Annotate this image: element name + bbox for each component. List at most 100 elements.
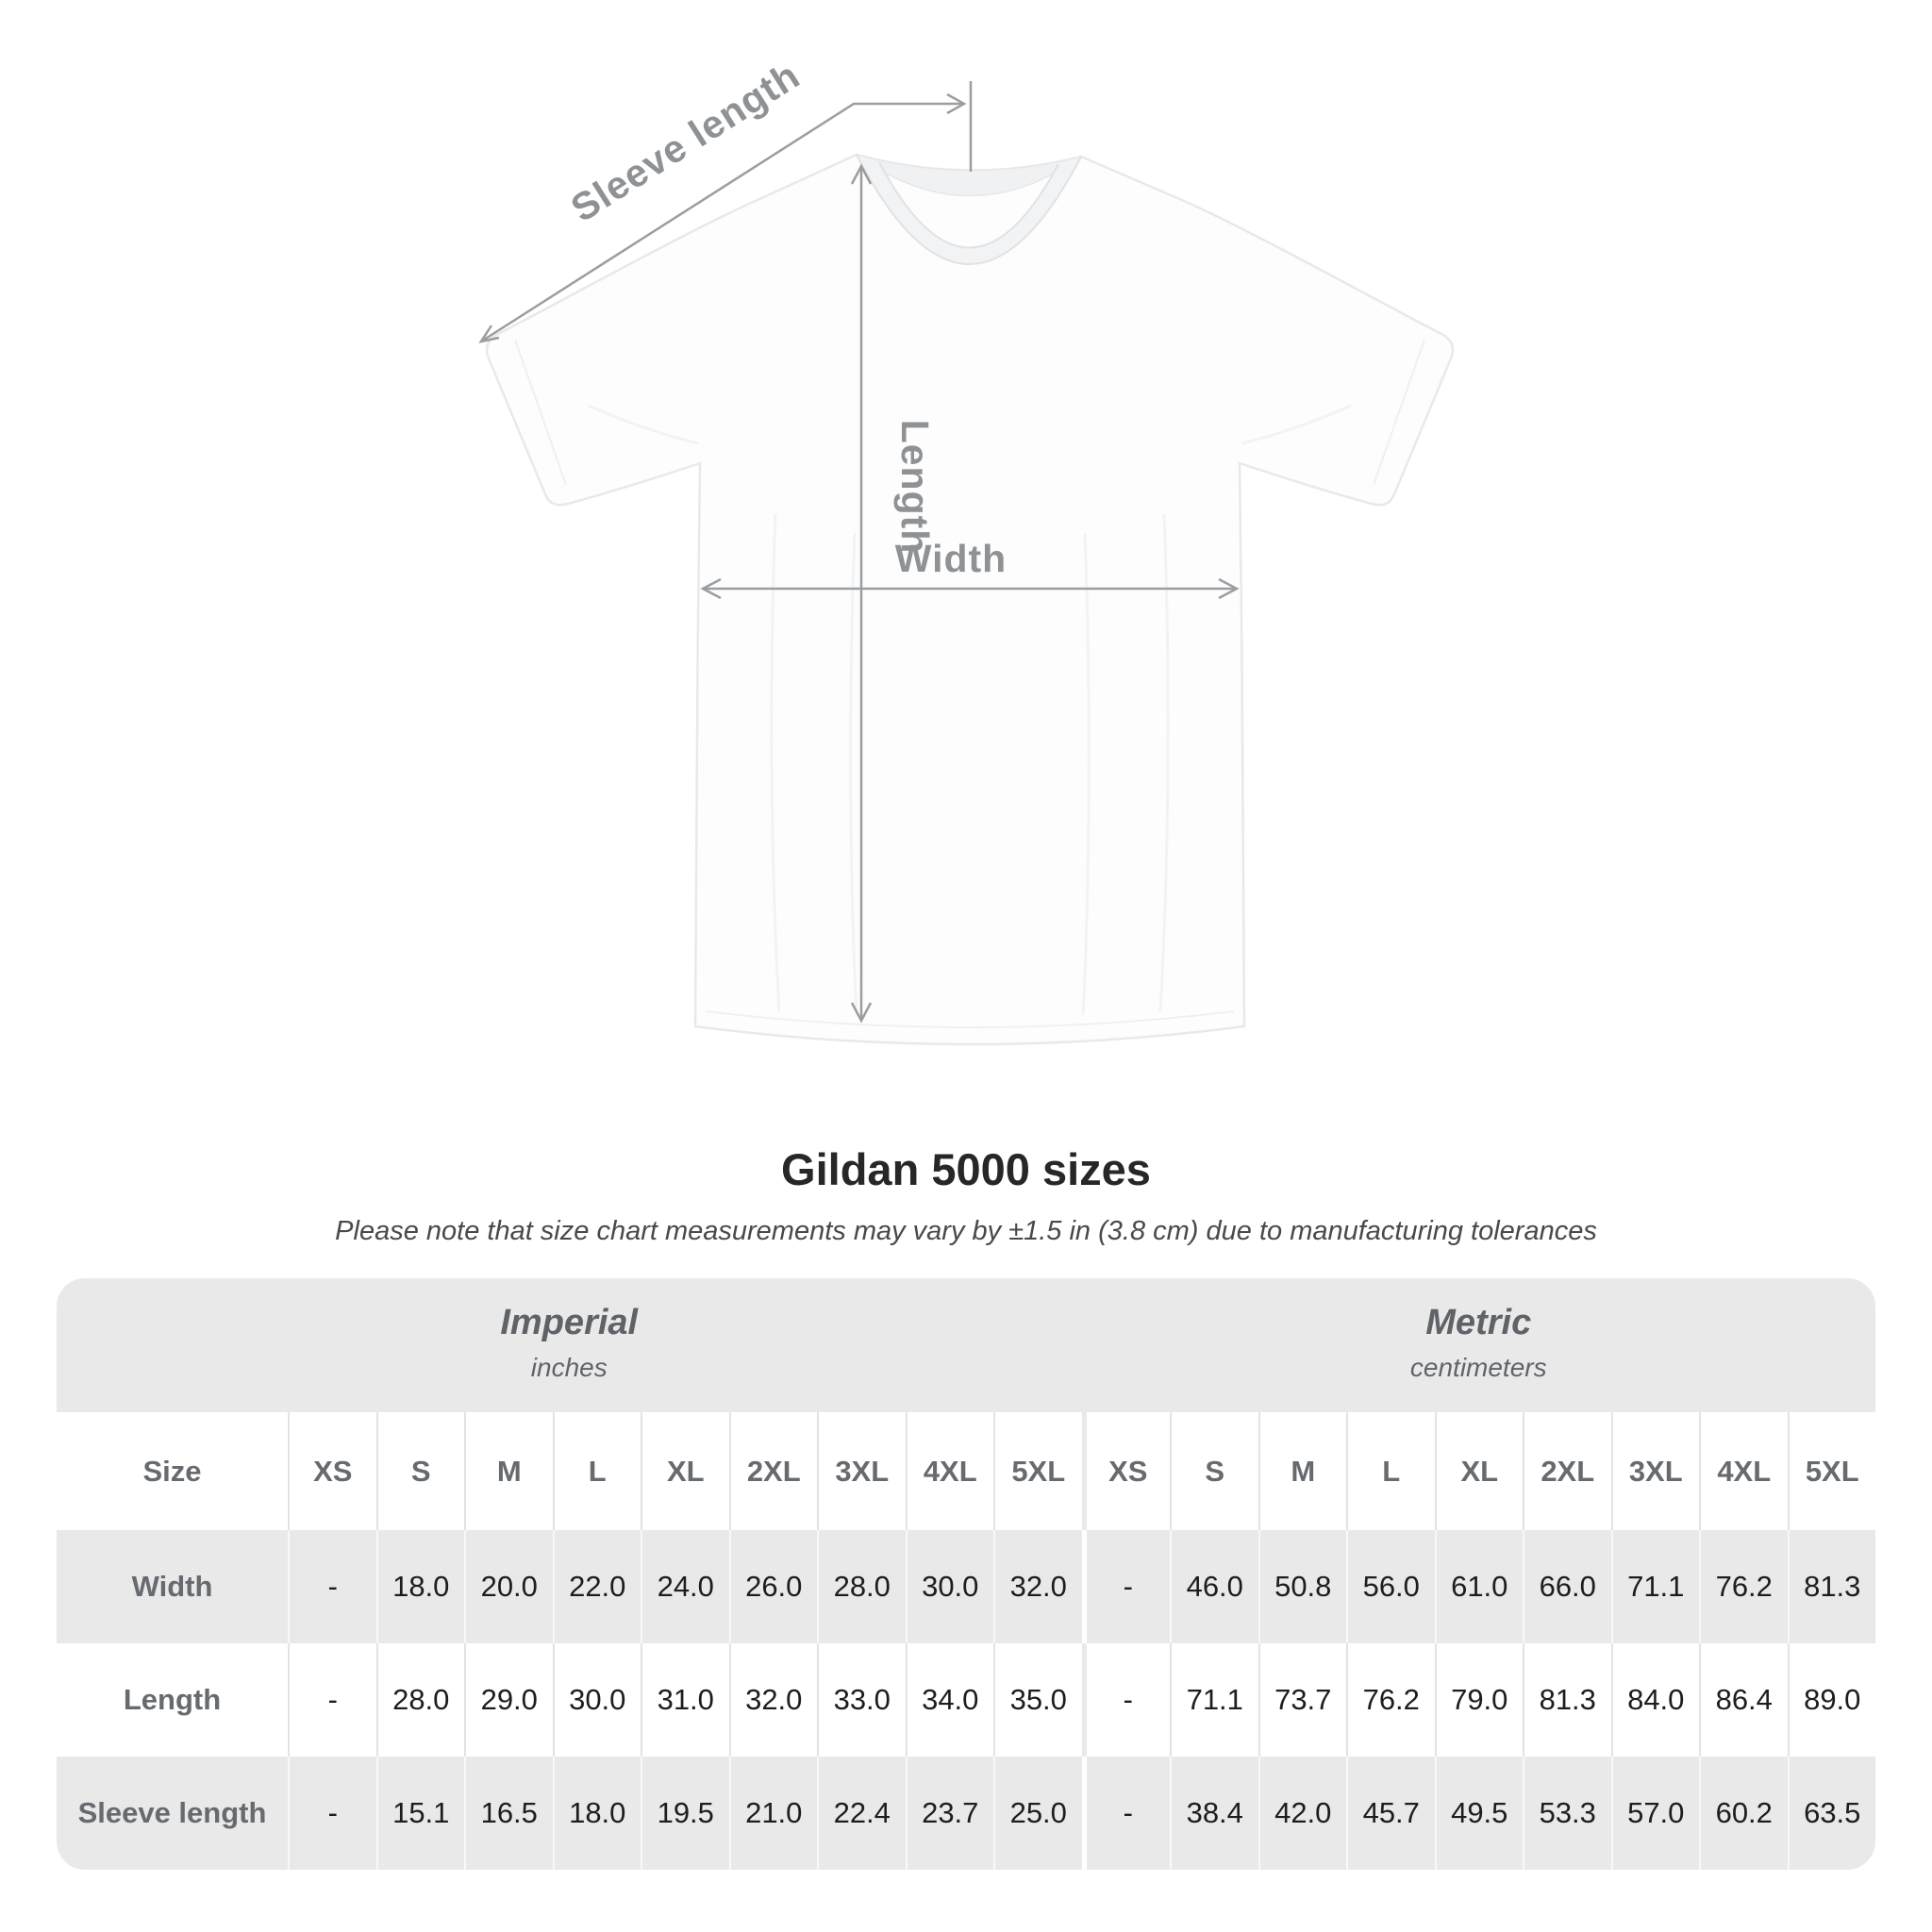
table-cell: 21.0 (728, 1757, 818, 1870)
table-cell: 33.0 (817, 1643, 906, 1757)
column-header: L (1346, 1412, 1435, 1530)
table-cell: 76.2 (1699, 1530, 1788, 1643)
table-cell: 22.0 (552, 1530, 641, 1643)
table-cell: 16.5 (464, 1757, 553, 1870)
fold-line (770, 513, 781, 1012)
table-cell: 63.5 (1787, 1757, 1876, 1870)
unit-section-name: Imperial (500, 1303, 639, 1342)
column-header: 3XL (817, 1412, 906, 1530)
column-header: M (1257, 1412, 1347, 1530)
table-cell: 71.1 (1610, 1530, 1700, 1643)
table-cell: 29.0 (464, 1643, 553, 1757)
column-header: 2XL (1523, 1412, 1611, 1530)
column-header: XL (641, 1412, 729, 1530)
table-cell: - (1081, 1643, 1171, 1757)
table-cell: 84.0 (1610, 1643, 1700, 1757)
table-cell: 15.1 (375, 1757, 465, 1870)
table-cell: - (288, 1643, 376, 1757)
sleeve-length-arrow-end (478, 325, 500, 343)
column-header: M (464, 1412, 553, 1530)
column-header: XS (288, 1412, 376, 1530)
tolerance-note: Please note that size chart measurements… (335, 1216, 1597, 1246)
collar-inner-seam (878, 161, 1059, 249)
table-cell: - (288, 1530, 376, 1643)
table-cell: 23.7 (905, 1757, 994, 1870)
table-cell: 34.0 (905, 1643, 994, 1757)
table-cell: 22.4 (817, 1757, 906, 1870)
table-cell: 30.0 (905, 1530, 994, 1643)
sleeve-length-arrow-line (480, 102, 964, 343)
table-cell: 24.0 (641, 1530, 729, 1643)
table-cell: 20.0 (464, 1530, 553, 1643)
fold-line (849, 532, 858, 1016)
table-cell: 66.0 (1523, 1530, 1611, 1643)
sleeve-length-arrow-right (946, 92, 967, 115)
column-header: S (1170, 1412, 1258, 1530)
table-cell: 81.3 (1523, 1643, 1611, 1757)
table-cell: - (1081, 1757, 1171, 1870)
row-label: Length (123, 1683, 222, 1716)
table-cell: 60.2 (1699, 1757, 1788, 1870)
row-label: Width (131, 1570, 213, 1603)
page-title: Gildan 5000 sizes (781, 1144, 1151, 1194)
unit-section-header-imperial: Imperial inches (57, 1278, 1082, 1412)
table-cell: 89.0 (1787, 1643, 1876, 1757)
table-cell: 35.0 (993, 1643, 1082, 1757)
table-cell: 26.0 (728, 1530, 818, 1643)
table-cell: 46.0 (1170, 1530, 1258, 1643)
table-cell: 19.5 (641, 1757, 729, 1870)
table-cell: 18.0 (552, 1757, 641, 1870)
tshirt-outline (485, 153, 1455, 1046)
column-header: 3XL (1610, 1412, 1700, 1530)
table-cell: 86.4 (1699, 1643, 1788, 1757)
length-arrow-top (850, 163, 873, 185)
table-cell: - (288, 1757, 376, 1870)
table-cell: - (1081, 1530, 1171, 1643)
table-cell: 38.4 (1170, 1757, 1258, 1870)
table-cell: 57.0 (1610, 1757, 1700, 1870)
table-cell: 18.0 (375, 1530, 465, 1643)
table-cell: 31.0 (641, 1643, 729, 1757)
column-header: L (552, 1412, 641, 1530)
size-chart-table: Imperial inches Metric centimeters Size XS S M L… (57, 1278, 1875, 1870)
table-cell: 53.3 (1523, 1757, 1611, 1870)
width-arrow-left (700, 577, 722, 600)
table-cell: 71.1 (1170, 1643, 1258, 1757)
table-cell: 49.5 (1434, 1757, 1524, 1870)
fold-line (1158, 513, 1170, 1012)
column-header: XL (1434, 1412, 1524, 1530)
table-cell: 81.3 (1787, 1530, 1876, 1643)
column-header: XS (1081, 1412, 1171, 1530)
column-header: 5XL (1787, 1412, 1876, 1530)
unit-section-name: Metric (1425, 1303, 1532, 1342)
left-cuff-stitch (514, 339, 567, 486)
right-sleeve-fold (1241, 404, 1352, 445)
column-header: 4XL (1699, 1412, 1788, 1530)
table-cell: 32.0 (728, 1643, 818, 1757)
length-label: Length (893, 420, 937, 555)
column-header: S (375, 1412, 465, 1530)
fold-line (1081, 532, 1091, 1016)
table-cell: 30.0 (552, 1643, 641, 1757)
length-arrow-bottom (850, 1002, 873, 1024)
unit-section-unit: centimeters (1409, 1353, 1547, 1382)
right-cuff-stitch (1373, 339, 1425, 486)
table-cell: 76.2 (1346, 1643, 1435, 1757)
table-cell: 56.0 (1346, 1530, 1435, 1643)
table-cell: 45.7 (1346, 1757, 1435, 1870)
table-cell: 42.0 (1257, 1757, 1347, 1870)
table-cell: 73.7 (1257, 1643, 1347, 1757)
table-cell: 28.0 (817, 1530, 906, 1643)
table-cell: 32.0 (993, 1530, 1082, 1643)
unit-section-header-metric: Metric centimeters (1082, 1278, 1876, 1412)
table-cell: 50.8 (1257, 1530, 1347, 1643)
table-cell: 61.0 (1434, 1530, 1524, 1643)
table-cell: 25.0 (993, 1757, 1082, 1870)
width-arrow-right (1218, 577, 1240, 600)
table-cell: 79.0 (1434, 1643, 1524, 1757)
unit-section-unit: inches (530, 1353, 608, 1382)
corner-header-size: Size (142, 1454, 202, 1488)
hem-stitch (705, 1010, 1235, 1028)
column-header: 5XL (993, 1412, 1082, 1530)
